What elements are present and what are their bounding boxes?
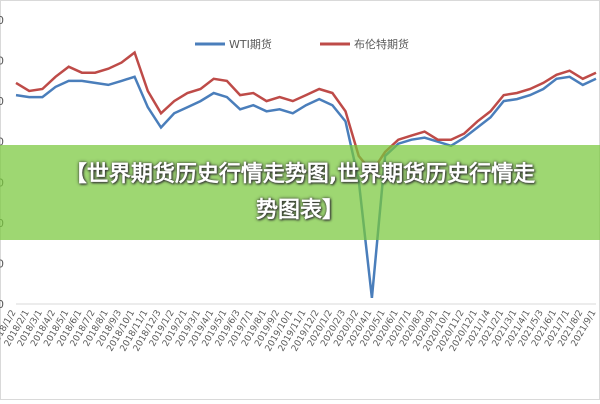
y-tick-label: -20 — [0, 257, 4, 270]
legend-label: WTI期货 — [229, 37, 272, 51]
series-line — [15, 75, 597, 299]
y-tick-label: 80 — [0, 55, 4, 68]
title-banner: 【世界期货历史行情走势图,世界期货历史行情走势图表】 — [0, 145, 600, 240]
series-line — [15, 50, 597, 175]
y-tick-label: -40 — [0, 298, 4, 311]
chart-title: 【世界期货历史行情走势图,世界期货历史行情走势图表】 — [64, 161, 536, 223]
legend-label: 布伦特期货 — [354, 37, 409, 51]
y-tick-label: 60 — [0, 95, 4, 108]
y-tick-label: 100 — [0, 14, 4, 27]
y-tick-label: 40 — [0, 136, 4, 149]
